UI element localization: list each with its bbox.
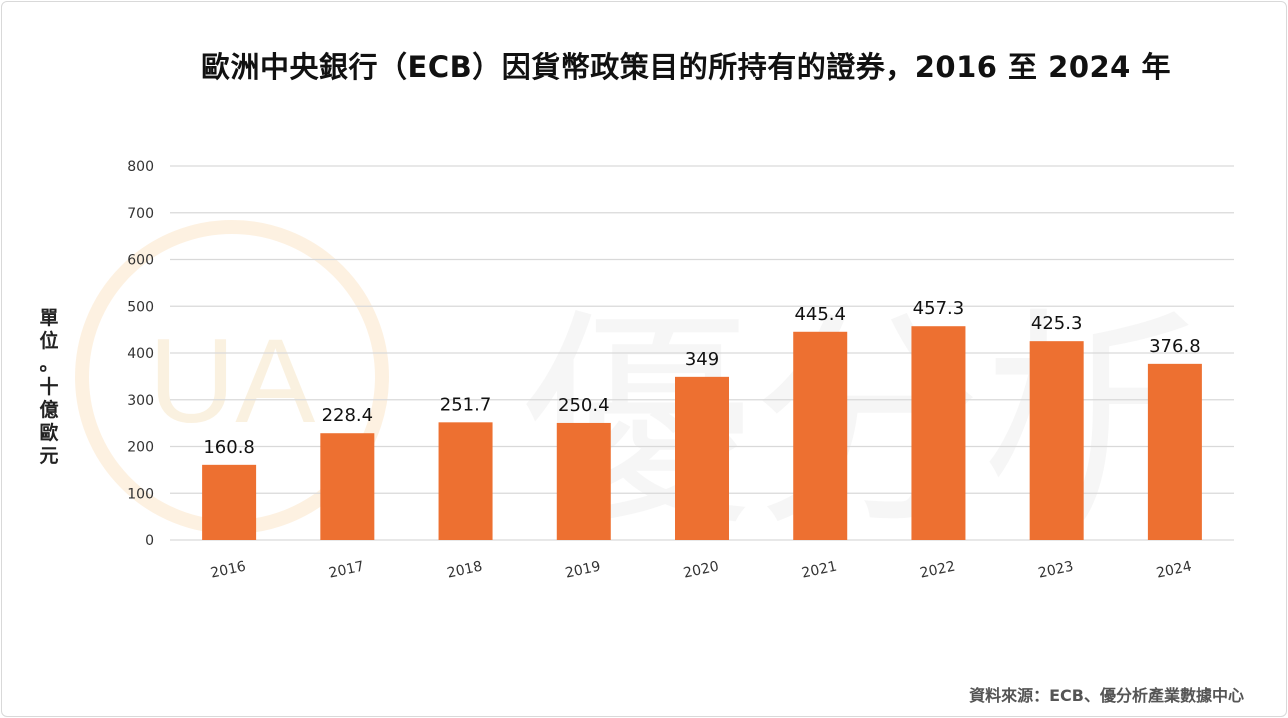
- y-axis-label: 單位。十億歐元: [32, 307, 66, 468]
- x-tick-label: 2022: [919, 559, 957, 582]
- bar-2017: [320, 433, 375, 540]
- bar-2016: [202, 464, 257, 540]
- data-label: 349: [685, 349, 719, 370]
- data-label: 250.4: [558, 395, 610, 416]
- chart-title: 歐洲中央銀行（ECB）因貨幣政策目的所持有的證券，2016 至 2024 年: [201, 50, 1171, 84]
- y-tick-label: 300: [127, 393, 154, 409]
- x-tick-label: 2019: [564, 559, 602, 582]
- y-axis-label-char: 十: [39, 376, 59, 398]
- x-tick-label: 2020: [682, 559, 720, 582]
- bar-2019: [556, 422, 611, 540]
- y-axis-label-char: 單: [39, 307, 59, 329]
- y-tick-label: 400: [127, 346, 154, 362]
- data-labels: 160.8 228.4 251.7 250.4 349 445.4 457.3 425.3 37…: [203, 298, 1200, 458]
- y-axis-label-char: 位: [39, 330, 59, 352]
- y-axis-label-char: 。: [39, 353, 59, 375]
- x-tick-label: 2016: [209, 559, 247, 582]
- y-tick-labels: 0 100 200 300 400 500 600 700 800: [127, 159, 154, 549]
- bar-2018: [438, 422, 493, 540]
- bar-2024: [1147, 363, 1202, 540]
- y-tick-label: 700: [127, 206, 154, 222]
- data-label: 228.4: [322, 405, 374, 426]
- data-label: 251.7: [440, 394, 492, 415]
- x-tick-label: 2024: [1155, 559, 1193, 582]
- x-tick-label: 2023: [1037, 559, 1075, 582]
- y-axis-label-char: 歐: [39, 422, 59, 444]
- data-label: 376.8: [1149, 336, 1201, 357]
- bar-2021: [793, 331, 848, 540]
- bar-2022: [911, 326, 966, 540]
- y-tick-label: 800: [127, 159, 154, 175]
- data-label: 457.3: [913, 298, 965, 319]
- x-tick-label: 2017: [327, 559, 365, 582]
- y-tick-label: 0: [145, 533, 154, 549]
- data-label: 425.3: [1031, 313, 1083, 334]
- bar-2020: [675, 376, 729, 540]
- data-label: 160.8: [203, 437, 255, 458]
- source-note: 資料來源：ECB、優分析產業數據中心: [969, 686, 1244, 705]
- y-tick-label: 600: [127, 253, 154, 269]
- data-label: 445.4: [794, 304, 846, 325]
- bar-2023: [1029, 341, 1084, 540]
- y-axis-label-char: 元: [39, 445, 59, 467]
- x-tick-labels: 2016 2017 2018 2019 2020 2021 2022 2023 2024: [209, 559, 1193, 582]
- y-tick-label: 100: [127, 486, 154, 502]
- y-axis-label-char: 億: [39, 399, 59, 421]
- x-tick-label: 2021: [800, 559, 838, 582]
- y-tick-label: 200: [127, 440, 154, 456]
- y-tick-label: 500: [127, 299, 154, 315]
- x-tick-label: 2018: [446, 559, 484, 582]
- bars: [202, 326, 1202, 540]
